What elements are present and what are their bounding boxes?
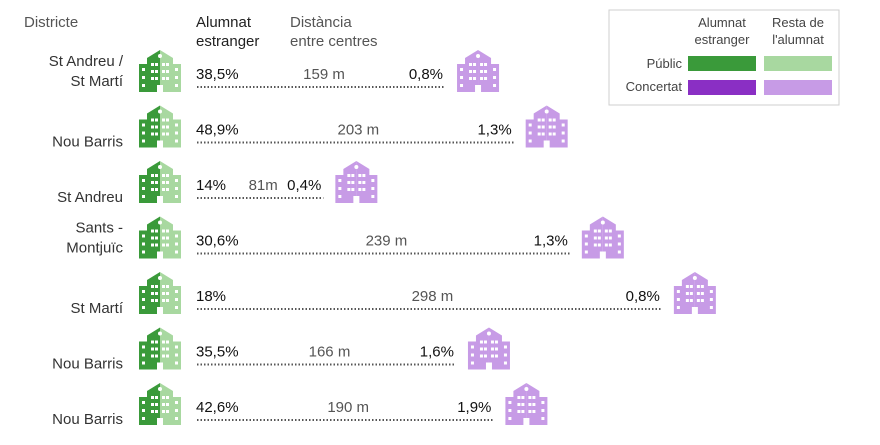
district-label: Nou Barris (52, 134, 123, 151)
public-school-icon (139, 216, 181, 259)
concertat-school-icon (525, 105, 568, 148)
district-label: Nou Barris (52, 356, 123, 373)
distance-value: 239 m (366, 233, 408, 250)
concertat-foreign-value: 1,3% (534, 233, 568, 250)
public-foreign-value: 18% (196, 288, 226, 305)
concertat-school-icon (673, 272, 716, 314)
district-label: St Martí (70, 300, 123, 317)
district-label: Montjuïc (66, 240, 123, 257)
public-school-icon (139, 327, 181, 370)
concertat-school-icon (335, 161, 378, 203)
public-school-icon (139, 272, 181, 314)
header-foreign-line1: Alumnat (196, 14, 252, 31)
concertat-foreign-value: 0,8% (409, 66, 443, 83)
public-foreign-value: 48,9% (196, 122, 239, 139)
district-label: St Martí (70, 73, 123, 90)
public-school-icon (139, 383, 181, 425)
legend-swatch-concertat-rest (764, 80, 832, 95)
header-distance-line1: Distància (290, 14, 352, 31)
public-foreign-value: 30,6% (196, 233, 239, 250)
concertat-foreign-value: 1,6% (420, 344, 454, 361)
header-district: Districte (24, 14, 78, 31)
public-school-icon (139, 50, 181, 92)
legend-swatch-concertat-foreign (688, 80, 756, 95)
concertat-foreign-value: 1,9% (457, 399, 491, 416)
public-foreign-value: 14% (196, 177, 226, 194)
district-label: St Andreu (57, 189, 123, 206)
legend: Alumnat estranger Resta de l'alumnat Púb… (608, 9, 840, 106)
public-school-icon (139, 161, 181, 203)
public-foreign-value: 42,6% (196, 399, 239, 416)
district-label: Nou Barris (52, 411, 123, 428)
distance-value: 298 m (412, 288, 454, 305)
concertat-school-icon (457, 50, 500, 92)
chart-rows: St Andreu / St Martí 38,5% 0,8% 159 m Nou Bar… (49, 50, 716, 428)
concertat-school-icon (467, 327, 510, 370)
distance-value: 159 m (303, 66, 345, 83)
distance-value: 81m (249, 177, 278, 194)
public-foreign-value: 35,5% (196, 344, 239, 361)
concertat-school-icon (505, 383, 548, 425)
distance-value: 190 m (327, 399, 369, 416)
legend-col-rest-2: l'alumnat (772, 32, 824, 47)
distance-value: 166 m (309, 344, 351, 361)
legend-swatch-public-rest (764, 56, 832, 71)
header-foreign-line2: estranger (196, 33, 259, 50)
concertat-foreign-value: 0,8% (626, 288, 660, 305)
distance-value: 203 m (337, 122, 379, 139)
concertat-school-icon (581, 216, 624, 259)
district-label: Sants - (75, 220, 123, 237)
legend-row-public: Públic (647, 56, 683, 71)
legend-col-foreign-1: Alumnat (698, 15, 746, 30)
district-label: St Andreu / (49, 53, 124, 70)
header-distance-line2: entre centres (290, 33, 378, 50)
legend-swatch-public-foreign (688, 56, 756, 71)
concertat-foreign-value: 1,3% (477, 122, 511, 139)
legend-row-concertat: Concertat (626, 79, 683, 94)
legend-col-foreign-2: estranger (695, 32, 751, 47)
legend-col-rest-1: Resta de (772, 15, 824, 30)
concertat-foreign-value: 0,4% (287, 177, 321, 194)
public-foreign-value: 38,5% (196, 66, 239, 83)
public-school-icon (139, 105, 181, 148)
